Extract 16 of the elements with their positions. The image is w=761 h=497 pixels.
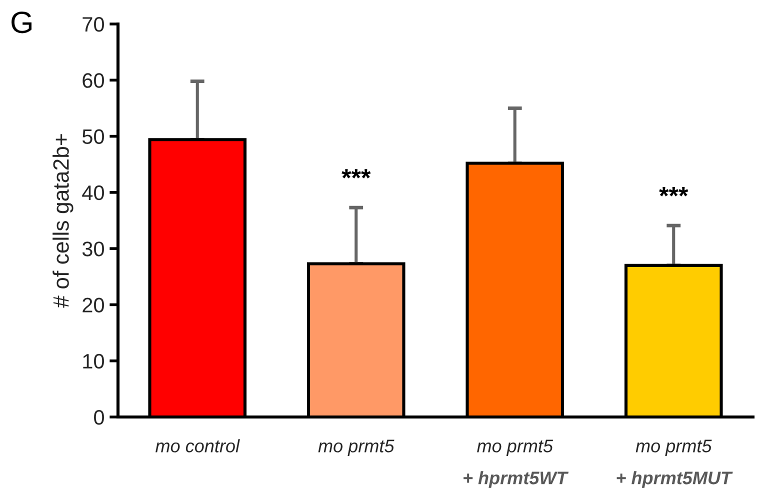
- x-tick-label: mo control: [156, 439, 240, 452]
- y-tick-label: 10: [83, 354, 104, 369]
- y-tick-label: 40: [82, 185, 104, 200]
- x-tick-label: mo prmt5 + hprmt5WT: [464, 440, 569, 488]
- annotation: ***: [342, 169, 371, 178]
- y-tick-label: 60: [82, 73, 104, 88]
- x-tick-label: mo prmt5 + hprmt5MUT: [616, 440, 733, 488]
- x-tick-label: mo prmt5: [318, 440, 394, 456]
- text: G: [12, 12, 32, 34]
- y-tick-label: 70: [82, 17, 104, 32]
- y-tick-label: 30: [82, 242, 104, 256]
- y-tick-label: 0: [94, 410, 104, 425]
- y-tick-label: 20: [82, 298, 104, 312]
- y-axis-title: # of cells gata2b+: [52, 134, 74, 308]
- annotation: ***: [659, 187, 688, 196]
- y-tick-label: 50: [82, 129, 104, 144]
